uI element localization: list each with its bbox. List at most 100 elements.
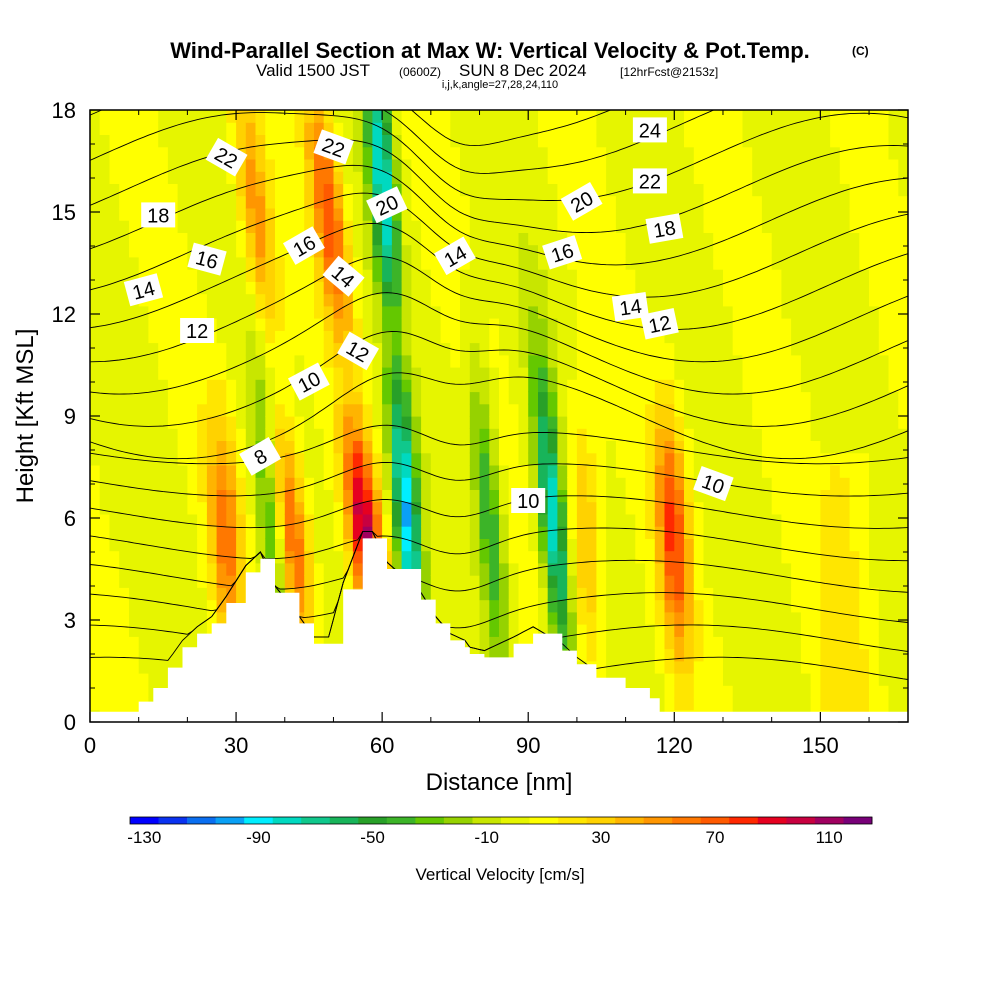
velocity-cell [216,195,227,209]
velocity-cell [713,660,724,674]
velocity-cell [450,599,461,613]
velocity-cell [323,428,334,441]
velocity-cell [411,501,422,515]
velocity-cell [119,195,130,209]
theta-label-box [287,362,330,401]
velocity-cell [664,550,675,564]
velocity-cell [810,416,821,429]
theta-label-box [366,186,408,224]
velocity-cell [343,489,354,503]
velocity-cell [791,575,802,588]
velocity-cell [206,207,218,221]
velocity-cell [323,538,334,552]
velocity-cell [323,244,334,258]
velocity-cell [499,232,510,246]
velocity-cell [645,465,656,478]
velocity-cell [99,526,110,539]
velocity-cell [888,318,899,331]
velocity-cell [576,391,588,405]
velocity-cell [878,281,890,295]
theta-isentrope [90,527,908,562]
velocity-cell [752,636,763,650]
velocity-cell [391,465,403,478]
velocity-cell [869,110,880,111]
velocity-cell [148,122,159,135]
velocity-cell [294,318,305,331]
velocity-cell [265,305,276,319]
velocity-cell [781,354,792,368]
velocity-cell [518,636,529,650]
velocity-cell [888,599,899,613]
velocity-cell [723,611,734,625]
velocity-cell [888,550,899,564]
velocity-cell [586,452,597,466]
velocity-cell [421,513,432,527]
velocity-cell [576,624,588,637]
velocity-cell [411,110,422,111]
velocity-cell [596,660,607,674]
velocity-cell [469,159,481,172]
velocity-cell [878,134,890,148]
velocity-cell [333,244,344,258]
velocity-cell [499,110,510,123]
theta-label: 20 [560,182,603,221]
velocity-cell [625,354,636,368]
velocity-cell [401,330,412,344]
velocity-cell [781,330,792,344]
velocity-cell [362,232,373,246]
velocity-cell [343,354,354,368]
velocity-cell [820,660,831,674]
velocity-cell [713,428,724,441]
velocity-cell [450,269,461,282]
theta-label-box [123,273,164,307]
theta-label-box [542,235,583,270]
velocity-cell [703,305,714,319]
velocity-cell [839,428,851,441]
velocity-cell [800,452,812,466]
velocity-cell [752,685,763,699]
velocity-cell [440,550,451,564]
velocity-cell [382,318,393,331]
velocity-cell [615,477,627,490]
velocity-cell [304,440,315,454]
velocity-cell [372,110,383,123]
velocity-cell [177,391,188,405]
velocity-cell [499,477,510,490]
velocity-cell [352,207,364,221]
velocity-cell [586,354,597,368]
velocity-cell [820,685,831,699]
velocity-cell [654,342,666,356]
velocity-cell [771,465,782,478]
velocity-cell [99,318,110,331]
velocity-cell [323,281,334,295]
velocity-cell [401,171,412,184]
velocity-cell [586,624,597,637]
velocity-cell [713,501,724,515]
velocity-cell [684,685,695,699]
velocity-cell [761,367,773,380]
velocity-cell [732,465,743,478]
velocity-cell [450,293,461,307]
velocity-cell [499,122,510,135]
velocity-cell [177,146,188,160]
velocity-cell [304,611,315,625]
velocity-cell [869,697,880,711]
velocity-cell [499,501,510,515]
velocity-cell [440,428,451,441]
velocity-cell [557,379,568,393]
velocity-cell [518,513,529,527]
velocity-cell [479,391,490,405]
velocity-cell [109,195,120,209]
velocity-cell [878,244,890,258]
velocity-cell [703,183,714,197]
velocity-cell [314,183,325,197]
velocity-cell [557,587,568,601]
velocity-cell [99,403,110,417]
velocity-cell [294,342,305,356]
velocity-cell [265,513,276,527]
velocity-cell [362,146,373,160]
velocity-cell [538,293,549,307]
velocity-cell [684,428,695,441]
velocity-cell [820,318,831,331]
velocity-cell [450,207,461,221]
